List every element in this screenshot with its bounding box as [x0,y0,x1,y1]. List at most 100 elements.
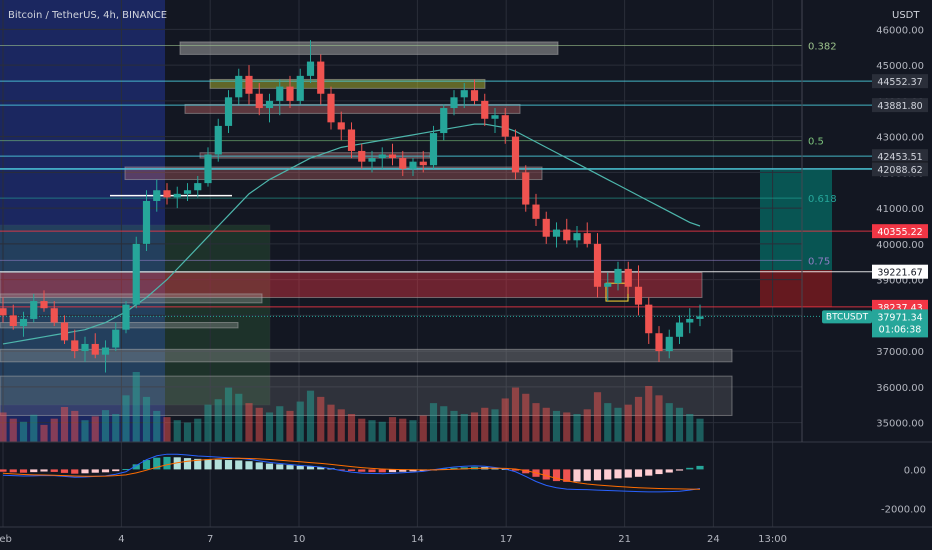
zone-left-grey[interactable] [0,293,263,304]
macd-histogram-bar [173,457,181,470]
volume-bar [470,412,479,442]
volume-bar [30,414,38,442]
current-price-label [872,309,928,338]
zone-demand-grey[interactable] [0,348,733,363]
price-axis-tick: 37000.00 [876,347,924,358]
candle-body [153,190,161,201]
volume-bar [183,422,192,442]
macd-histogram-bar [317,467,325,470]
candle-body [491,115,499,119]
price-label-text: 39221.67 [877,268,922,279]
volume-bar [665,403,673,442]
volume-bar [214,399,222,442]
volume-bar [624,404,632,442]
macd-histogram-bar [286,465,294,470]
long-position-target-zone[interactable] [760,170,832,270]
volume-bar [368,420,376,442]
candle-body [450,97,458,109]
macd-axis-tick: -2000.00 [881,504,926,515]
candle-body [419,161,427,166]
volume-bar [593,392,602,442]
volume-bar [645,386,653,442]
macd-histogram-bar [245,461,253,470]
price-label-text: 42453.51 [877,152,922,163]
candle-body [122,304,130,330]
volume-bar [276,406,284,442]
volume-bar [194,418,202,442]
candle-body [265,100,274,109]
macd-histogram-bar [511,469,520,471]
candle-body [388,154,397,159]
candle-body [604,283,612,287]
candle-body [163,190,171,198]
time-axis-tick: 24 [707,534,720,545]
volume-bar [122,395,130,442]
macd-histogram-bar [388,469,397,473]
macd-pane: 0.00 -2000.00 [0,453,926,515]
macd-histogram-bar [30,469,38,473]
currency-label[interactable]: USDT [892,10,920,21]
volume-bar [686,414,694,442]
long-position-stop-zone[interactable] [760,270,832,307]
volume-bar [9,418,17,442]
volume-bar [296,401,304,442]
candle-body [296,75,304,101]
macd-histogram-bar [634,469,643,477]
candle-body [101,347,110,355]
date-range-highlight [0,0,165,442]
fib-level-label: 0.618 [808,194,837,205]
macd-histogram-bar [122,469,130,471]
candle-countdown-text: 01:06:38 [879,324,922,335]
macd-histogram-bar [563,469,571,482]
macd-histogram-bar [296,465,304,470]
time-axis-tick: 17 [500,534,513,545]
candle-body [378,154,386,159]
zone-top[interactable] [179,41,559,55]
zone-upper-resistance[interactable] [209,78,486,89]
volume-bar [378,421,386,442]
zone-left-grey-2[interactable] [0,322,239,329]
volume-bar [255,407,263,442]
zone-demand-wide[interactable] [0,375,733,416]
volume-bar [399,418,407,442]
price-label-tag [872,149,928,164]
macd-histogram-bar [91,469,99,473]
volume-bar [101,410,110,442]
macd-histogram-bar [81,469,89,474]
macd-histogram-bar [409,469,417,472]
volume-bar [142,396,151,442]
macd-histogram-bar [214,459,222,470]
chart-title: Bitcoin / TetherUS, 4h, BINANCE [8,10,167,21]
candle-body [235,75,243,98]
time-axis-tick: 10 [293,534,306,545]
candle-body [358,150,366,162]
time-axis[interactable]: Feb 4 7 10 14 17 21 24 13:00 [0,534,787,545]
macd-histogram-bar [235,460,243,470]
fib-level-label: 0.5 [808,137,824,148]
candle-body [686,318,694,323]
candle-body [552,229,561,237]
macd-histogram-bar [624,469,632,478]
zone-resistance-red[interactable] [184,103,521,114]
time-axis-tick: 4 [118,534,124,545]
macd-histogram-bar [112,469,120,472]
candle-body [71,340,79,352]
candle-body [542,218,550,237]
volume-bar [563,412,571,442]
macd-histogram-bar [604,469,612,480]
time-axis-tick: 7 [207,534,213,545]
zone-resistance-strong[interactable] [0,271,703,298]
volume-bar [337,409,345,442]
volume-bar [132,372,140,442]
zone-support-red[interactable] [124,166,543,181]
volume-bar [542,407,550,442]
volume-bar [327,404,335,442]
volume-bar [614,407,622,442]
macd-histogram-bar [0,469,7,472]
volume-bar [532,403,540,442]
macd-histogram-bar [183,458,192,470]
volume-bar [440,406,448,442]
macd-histogram-bar [399,469,407,472]
volume-bar [224,387,233,442]
